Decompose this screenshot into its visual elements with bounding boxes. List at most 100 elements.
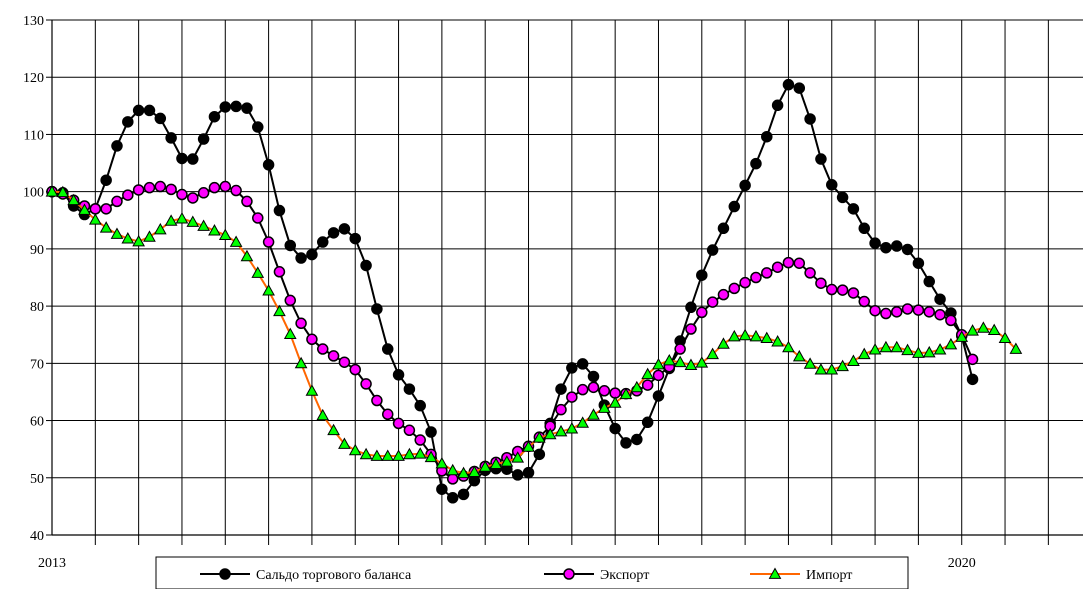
- data-point-s1-20: [262, 236, 275, 248]
- data-point-s2-50: [587, 408, 600, 420]
- data-point-s2-47: [554, 424, 568, 437]
- legend-label-1: Экспорт: [600, 568, 649, 583]
- legend: Сальдо торгового баланса Экспорт Импорт: [155, 556, 909, 589]
- y-tick-label-60: 60: [30, 415, 44, 430]
- data-point-s1-26: [327, 350, 340, 362]
- data-point-s0-26: [327, 227, 340, 239]
- data-point-s0-22: [284, 239, 297, 252]
- data-point-s1-70: [804, 267, 816, 279]
- data-point-s2-74: [847, 354, 860, 366]
- data-point-s1-25: [317, 343, 329, 355]
- data-point-s2-73: [836, 359, 849, 372]
- data-point-s2-76: [868, 343, 882, 355]
- data-point-s2-37: [446, 463, 460, 476]
- data-point-s1-81: [923, 306, 935, 318]
- data-point-s0-11: [165, 132, 177, 144]
- data-point-s1-17: [230, 184, 242, 197]
- data-point-s1-60: [696, 306, 708, 319]
- data-point-s2-55: [641, 367, 654, 380]
- data-point-s2-2: [67, 193, 81, 206]
- data-point-s2-6: [110, 227, 124, 239]
- data-point-s2-78: [890, 340, 904, 353]
- data-point-s1-32: [392, 417, 405, 430]
- x-tick-label-2020: 2020: [948, 556, 976, 571]
- data-point-s2-58: [673, 355, 687, 368]
- data-point-s2-3: [78, 203, 91, 215]
- data-point-s2-18: [240, 249, 254, 262]
- data-point-s2-52: [608, 396, 622, 408]
- data-point-s0-36: [436, 483, 448, 495]
- data-point-s0-81: [923, 275, 935, 288]
- data-point-s0-18: [241, 102, 253, 114]
- data-point-s0-9: [143, 104, 156, 117]
- data-point-s2-23: [294, 356, 308, 369]
- data-point-s1-55: [641, 379, 654, 391]
- data-point-s1-27: [338, 356, 351, 368]
- series-group: [45, 78, 1023, 504]
- data-point-s0-66: [761, 130, 773, 143]
- data-point-s0-55: [641, 416, 654, 429]
- data-point-s1-64: [739, 276, 751, 289]
- data-point-s2-26: [327, 423, 340, 436]
- data-point-s2-27: [338, 437, 351, 449]
- y-axis-tick-labels: 40 50 60 70 80 90 100 110 120 130: [23, 14, 44, 544]
- data-point-s2-10: [153, 222, 167, 235]
- data-point-s2-41: [489, 457, 503, 469]
- data-point-s0-23: [295, 252, 307, 264]
- data-point-s0-20: [262, 159, 275, 171]
- data-point-s1-11: [165, 183, 177, 196]
- data-point-s0-53: [620, 437, 632, 449]
- legend-item-0: Сальдо торгового баланса: [200, 568, 412, 583]
- data-point-s2-72: [825, 363, 839, 375]
- data-point-s1-47: [555, 403, 567, 416]
- data-point-s1-13: [187, 192, 199, 204]
- data-point-s0-34: [414, 399, 426, 412]
- data-point-s0-33: [403, 383, 416, 395]
- data-point-s1-24: [306, 333, 318, 346]
- data-point-s1-83: [945, 314, 957, 327]
- data-point-s2-48: [565, 422, 579, 434]
- data-point-s0-25: [317, 236, 329, 248]
- data-point-s1-21: [273, 266, 286, 278]
- data-point-s2-67: [771, 335, 784, 347]
- axes: [46, 19, 1083, 536]
- data-point-s2-31: [381, 449, 395, 461]
- data-point-s0-76: [869, 237, 881, 249]
- data-point-s2-46: [543, 427, 557, 440]
- legend-label-0: Сальдо торгового баланса: [256, 568, 412, 583]
- y-tick-label-110: 110: [24, 128, 44, 143]
- data-point-s2-63: [727, 329, 741, 342]
- data-point-s0-27: [338, 223, 351, 235]
- data-point-s0-61: [706, 244, 719, 256]
- y-tick-label-70: 70: [30, 357, 44, 372]
- data-point-s1-67: [771, 261, 784, 273]
- data-point-s2-21: [273, 304, 286, 317]
- data-point-s1-6: [111, 195, 123, 208]
- data-point-s2-20: [262, 284, 275, 296]
- data-point-s1-59: [685, 323, 697, 335]
- data-point-s0-85: [966, 373, 979, 386]
- data-point-s0-75: [858, 222, 870, 235]
- data-point-s0-6: [111, 140, 123, 152]
- data-point-s0-16: [219, 101, 232, 113]
- data-point-s0-38: [457, 488, 470, 501]
- data-point-s1-79: [901, 303, 914, 315]
- data-point-s1-16: [219, 180, 232, 193]
- data-point-s2-80: [912, 346, 925, 358]
- legend-item-1: Экспорт: [544, 568, 649, 583]
- y-tick-label-120: 120: [23, 71, 44, 86]
- y-tick-label-40: 40: [30, 529, 44, 544]
- data-point-s0-10: [154, 112, 167, 125]
- data-point-s1-56: [652, 369, 665, 382]
- x-axis-tick-labels: 2013 2020: [38, 556, 976, 571]
- data-point-s0-65: [750, 157, 762, 170]
- data-point-s0-24: [306, 248, 318, 261]
- data-point-s0-78: [890, 240, 903, 252]
- data-point-s2-77: [879, 340, 893, 353]
- data-point-s2-64: [738, 328, 752, 341]
- data-point-s0-62: [717, 222, 730, 235]
- data-point-s1-78: [890, 306, 903, 318]
- data-point-s1-49: [576, 383, 589, 396]
- data-point-s1-33: [403, 424, 416, 437]
- data-point-s2-30: [370, 449, 384, 461]
